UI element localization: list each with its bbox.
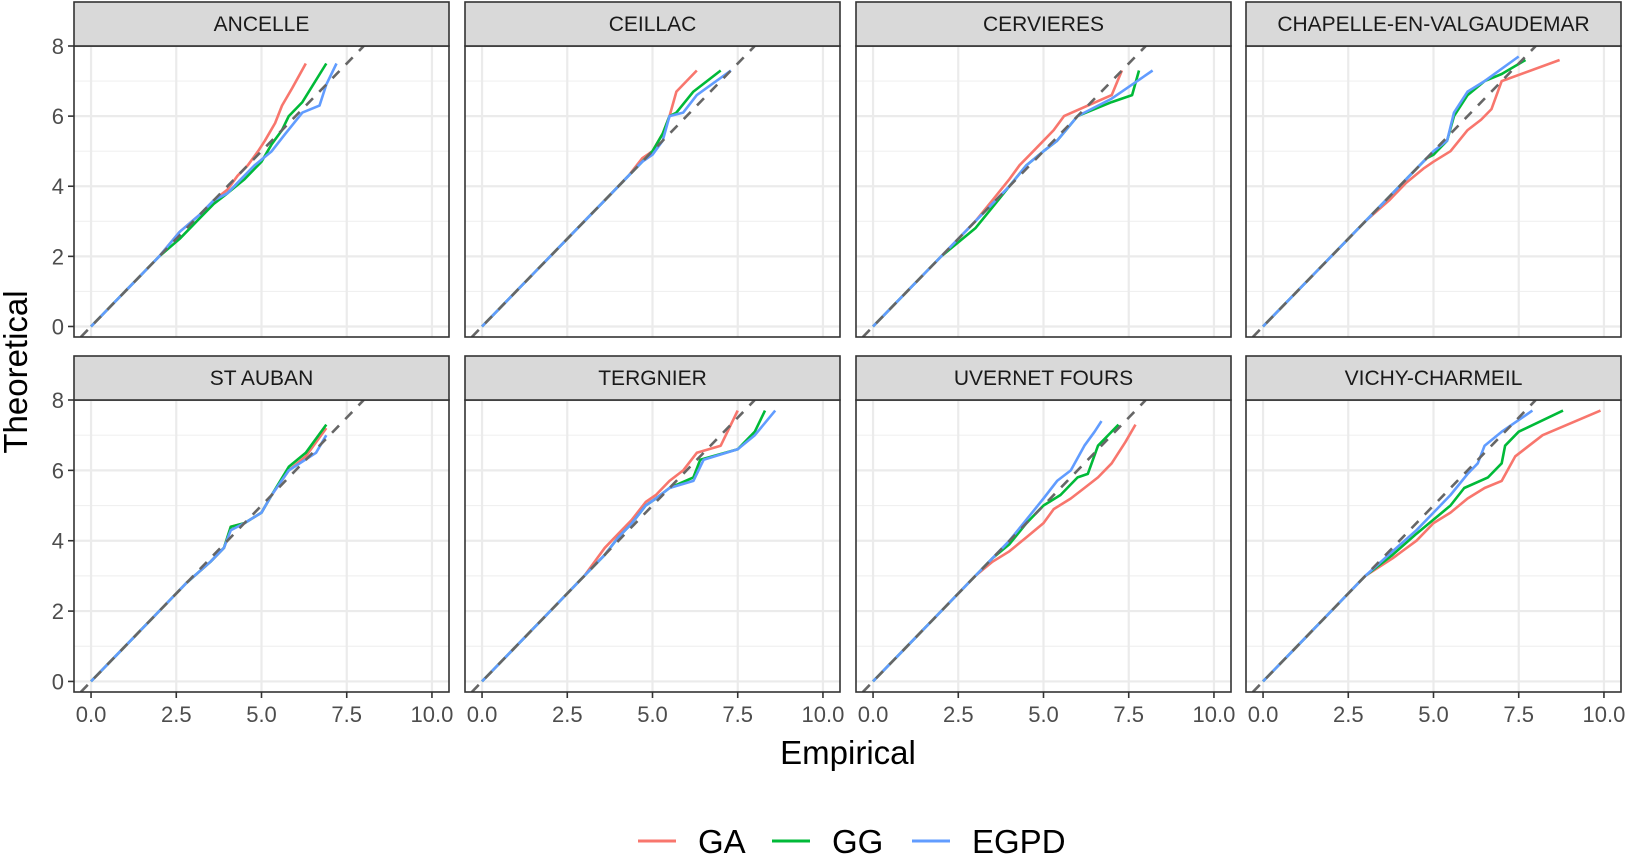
legend-label-egpd: EGPD	[972, 823, 1066, 856]
x-tick-label: 10.0	[411, 702, 454, 727]
facet-strip-label: TERGNIER	[598, 367, 707, 390]
x-tick-label: 10.0	[1193, 702, 1236, 727]
y-tick-label: 6	[52, 458, 64, 483]
facet-panel: TERGNIER 0.0 2.5 5.0 7.5 10.0	[464, 355, 845, 727]
legend-label-gg: GG	[832, 823, 883, 856]
x-tick-label: 7.5	[1113, 702, 1144, 727]
x-tick-label: 0.0	[76, 702, 107, 727]
panel-data	[861, 46, 1154, 337]
facet-strip	[464, 355, 841, 401]
facet-panel: CERVIERES	[855, 1, 1232, 338]
panel-data	[79, 46, 365, 337]
legend-label-ga: GA	[698, 823, 746, 856]
x-tick-label: 10.0	[1583, 702, 1626, 727]
facet-strip-label: CEILLAC	[609, 13, 697, 36]
x-tick-label: 2.5	[943, 702, 974, 727]
x-tick-label: 5.0	[246, 702, 277, 727]
legend: GA GG EGPD	[638, 823, 1066, 856]
x-tick-label: 5.0	[637, 702, 668, 727]
x-tick-label: 7.5	[722, 702, 753, 727]
y-tick-label: 4	[52, 529, 64, 554]
x-tick-label: 5.0	[1028, 702, 1059, 727]
facet-strip	[73, 355, 450, 401]
x-tick-label: 2.5	[552, 702, 583, 727]
x-tick-label: 2.5	[161, 702, 192, 727]
x-tick-label: 0.0	[1248, 702, 1279, 727]
series-line-egpd	[1262, 409, 1534, 683]
facet-strip	[855, 355, 1232, 401]
x-tick-label: 7.5	[1503, 702, 1534, 727]
y-tick-label: 6	[52, 104, 64, 129]
panel-data	[861, 400, 1147, 692]
x-tick-label: 5.0	[1418, 702, 1449, 727]
series-line-egpd	[90, 434, 328, 683]
y-tick-label: 2	[52, 599, 64, 624]
y-tick-label: 2	[52, 244, 64, 269]
x-axis-title: Empirical	[780, 734, 916, 771]
facet-strip	[464, 1, 841, 47]
facet-strip-label: CHAPELLE-EN-VALGAUDEMAR	[1277, 13, 1589, 36]
x-tick-label: 2.5	[1333, 702, 1364, 727]
series-line-egpd	[481, 409, 777, 683]
x-tick-label: 10.0	[802, 702, 845, 727]
facet-panel: ANCELLE 0 2 4 6 8	[52, 1, 450, 339]
series-line-egpd	[481, 69, 732, 328]
y-axis-title: Theoretical	[0, 290, 34, 453]
y-tick-label: 8	[52, 34, 64, 59]
facet-panel: CHAPELLE-EN-VALGAUDEMAR	[1245, 1, 1622, 338]
facet-strip-label: ST AUBAN	[210, 367, 313, 390]
panel-data	[470, 400, 777, 692]
panel-data	[79, 400, 365, 692]
x-tick-label: 0.0	[858, 702, 889, 727]
panel-data	[470, 46, 756, 337]
facet-strip-label: CERVIERES	[983, 13, 1104, 36]
facet-panels: ANCELLE 0 2 4 6 8 CEILLAC CERVIERES CHAPELLE-EN-…	[52, 1, 1626, 727]
y-tick-label: 4	[52, 174, 64, 199]
y-tick-label: 0	[52, 669, 64, 694]
panel-data	[1251, 400, 1602, 692]
facet-strip-label: ANCELLE	[214, 13, 310, 36]
facet-strip	[1245, 1, 1622, 47]
series-line-egpd	[872, 420, 1103, 683]
x-tick-label: 7.5	[331, 702, 362, 727]
facet-panel: VICHY-CHARMEIL 0.0 2.5 5.0 7.5 10.0	[1245, 355, 1626, 727]
y-tick-label: 0	[52, 314, 64, 339]
facet-strip	[73, 1, 450, 47]
facet-panel: ST AUBAN 0 2 4 6 8 0.0 2.5 5.0 7.5 10.0	[52, 355, 454, 727]
facet-panel: CEILLAC	[464, 1, 841, 338]
panel-data	[1251, 46, 1561, 337]
y-tick-label: 8	[52, 388, 64, 413]
facet-strip-label: VICHY-CHARMEIL	[1345, 367, 1523, 390]
facet-panel: UVERNET FOURS 0.0 2.5 5.0 7.5 10.0	[855, 355, 1236, 727]
facet-strip-label: UVERNET FOURS	[954, 367, 1133, 390]
facet-strip	[855, 1, 1232, 47]
facet-strip	[1245, 355, 1622, 401]
x-tick-label: 0.0	[467, 702, 498, 727]
